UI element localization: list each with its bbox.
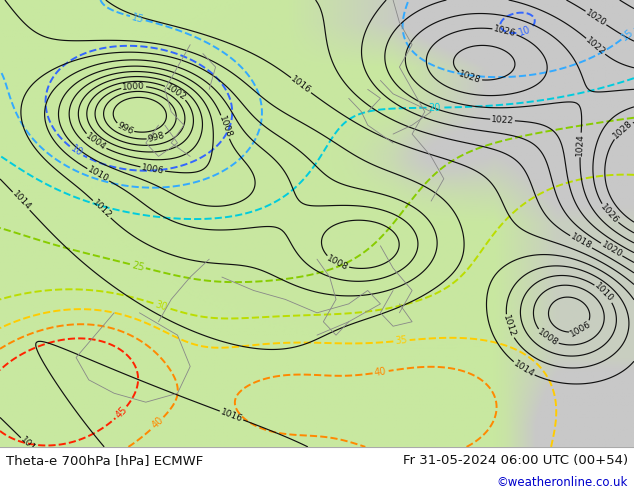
Text: 1000: 1000 xyxy=(122,81,145,92)
Text: 1012: 1012 xyxy=(501,314,517,339)
Text: ©weatheronline.co.uk: ©weatheronline.co.uk xyxy=(496,476,628,489)
Text: 1026: 1026 xyxy=(493,24,517,38)
Text: 1008: 1008 xyxy=(536,327,559,348)
Text: 996: 996 xyxy=(115,121,135,136)
Text: 15: 15 xyxy=(619,26,634,42)
Text: 1004: 1004 xyxy=(84,132,108,152)
Text: 40: 40 xyxy=(150,415,165,431)
Text: 1018: 1018 xyxy=(569,232,593,251)
Text: 1024: 1024 xyxy=(576,133,586,156)
Text: Theta-e 700hPa [hPa] ECMWF: Theta-e 700hPa [hPa] ECMWF xyxy=(6,454,204,467)
Text: 1008: 1008 xyxy=(325,254,349,272)
Text: 1022: 1022 xyxy=(491,115,514,125)
Text: 1012: 1012 xyxy=(91,198,113,220)
Text: 45: 45 xyxy=(113,405,129,420)
Text: 1016: 1016 xyxy=(289,74,313,96)
Text: 1010: 1010 xyxy=(86,165,110,184)
Text: 1020: 1020 xyxy=(584,8,608,28)
Text: 1026: 1026 xyxy=(598,202,620,225)
Text: 40: 40 xyxy=(374,367,387,378)
Text: 30: 30 xyxy=(154,299,169,313)
Text: 20: 20 xyxy=(429,102,441,113)
Text: 1028: 1028 xyxy=(611,119,634,141)
Text: 25: 25 xyxy=(131,260,145,272)
Text: 1022: 1022 xyxy=(584,36,607,57)
Text: 1010: 1010 xyxy=(593,282,616,304)
Text: 1002: 1002 xyxy=(164,82,188,102)
Text: 1016: 1016 xyxy=(219,407,244,424)
Text: 1014: 1014 xyxy=(512,359,536,379)
Text: 1020: 1020 xyxy=(599,240,624,259)
Text: 15: 15 xyxy=(131,12,145,24)
Text: 1006: 1006 xyxy=(569,320,593,339)
Text: 1028: 1028 xyxy=(458,70,482,86)
Text: 10: 10 xyxy=(68,144,84,159)
Text: Fr 31-05-2024 06:00 UTC (00+54): Fr 31-05-2024 06:00 UTC (00+54) xyxy=(403,454,628,467)
Text: 10: 10 xyxy=(517,24,532,38)
Text: 35: 35 xyxy=(395,335,408,346)
Text: 998: 998 xyxy=(146,131,165,144)
Text: 1006: 1006 xyxy=(141,163,165,175)
Text: 1008: 1008 xyxy=(217,115,233,139)
Text: 1014: 1014 xyxy=(18,435,41,458)
Text: 1014: 1014 xyxy=(10,190,32,213)
